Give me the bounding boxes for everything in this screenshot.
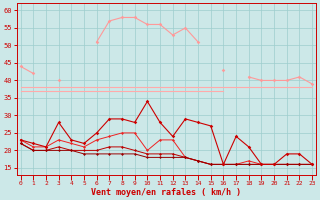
X-axis label: Vent moyen/en rafales ( km/h ): Vent moyen/en rafales ( km/h ) (92, 188, 241, 197)
